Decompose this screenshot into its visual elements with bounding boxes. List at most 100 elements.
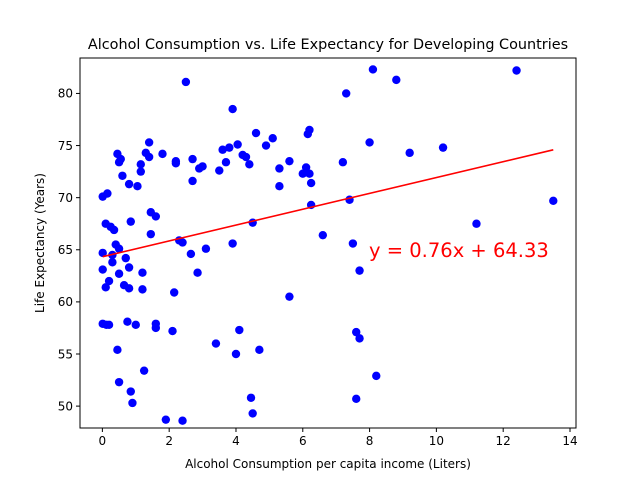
data-point-75 bbox=[241, 152, 251, 162]
data-point-65 bbox=[215, 166, 224, 175]
data-point-26 bbox=[124, 263, 134, 272]
plot-area-frame bbox=[79, 57, 577, 429]
data-point-72 bbox=[233, 140, 242, 149]
data-point-88 bbox=[298, 169, 307, 178]
data-point-57 bbox=[186, 249, 196, 259]
data-point-32 bbox=[131, 320, 140, 330]
data-point-8 bbox=[104, 320, 114, 330]
data-point-112 bbox=[549, 196, 558, 205]
data-point-91 bbox=[305, 169, 314, 178]
data-point-110 bbox=[472, 219, 481, 228]
data-point-49 bbox=[168, 326, 177, 336]
data-point-63 bbox=[201, 244, 211, 253]
x-tick-label-8: 8 bbox=[366, 434, 374, 448]
data-point-81 bbox=[255, 345, 264, 355]
x-tick-label-0: 0 bbox=[99, 434, 107, 448]
data-point-38 bbox=[139, 366, 149, 375]
chart-title: Alcohol Consumption vs. Life Expectancy … bbox=[88, 37, 568, 53]
data-point-0 bbox=[98, 248, 107, 258]
data-point-95 bbox=[318, 230, 328, 240]
data-point-28 bbox=[124, 179, 134, 189]
data-point-102 bbox=[355, 334, 364, 343]
data-point-85 bbox=[275, 164, 284, 173]
data-point-64 bbox=[211, 339, 221, 348]
data-point-9 bbox=[104, 276, 114, 286]
data-point-76 bbox=[245, 160, 254, 169]
data-point-83 bbox=[268, 134, 277, 143]
data-point-48 bbox=[161, 415, 171, 424]
y-axis: 50 55 60 65 70 75 80 bbox=[58, 87, 80, 413]
data-point-19 bbox=[114, 269, 124, 278]
data-point-25 bbox=[123, 317, 132, 326]
data-point-87 bbox=[285, 156, 294, 166]
x-tick-label-6: 6 bbox=[299, 434, 307, 448]
y-tick-label-70: 70 bbox=[58, 191, 73, 205]
data-point-106 bbox=[372, 371, 381, 381]
data-point-94 bbox=[306, 178, 316, 188]
data-point-7 bbox=[103, 189, 112, 198]
data-point-35 bbox=[136, 167, 145, 176]
data-point-97 bbox=[342, 89, 351, 98]
data-point-42 bbox=[146, 229, 156, 239]
data-point-15 bbox=[113, 345, 122, 355]
x-tick-label-10: 10 bbox=[429, 434, 444, 448]
data-point-82 bbox=[261, 141, 271, 150]
data-point-33 bbox=[133, 181, 142, 191]
data-point-111 bbox=[512, 66, 521, 75]
data-point-78 bbox=[248, 409, 257, 418]
y-tick-label-50: 50 bbox=[58, 399, 73, 413]
data-point-70 bbox=[228, 104, 237, 114]
data-point-108 bbox=[405, 148, 414, 158]
data-point-77 bbox=[246, 393, 256, 402]
regression-layer bbox=[102, 149, 554, 258]
data-point-21 bbox=[116, 154, 125, 164]
data-point-40 bbox=[144, 138, 154, 147]
data-point-100 bbox=[352, 327, 361, 337]
x-tick-label-4: 4 bbox=[232, 434, 240, 448]
y-tick-label-60: 60 bbox=[58, 295, 73, 309]
data-point-27 bbox=[124, 284, 134, 293]
x-tick-label-14: 14 bbox=[562, 434, 577, 448]
data-point-89 bbox=[301, 163, 311, 172]
data-point-31 bbox=[128, 398, 137, 408]
data-point-92 bbox=[305, 125, 314, 135]
x-tick-label-2: 2 bbox=[165, 434, 173, 448]
data-point-96 bbox=[338, 158, 348, 167]
data-point-58 bbox=[188, 154, 197, 164]
data-point-55 bbox=[178, 416, 187, 425]
data-points bbox=[98, 65, 558, 425]
data-point-47 bbox=[158, 149, 167, 159]
data-point-60 bbox=[193, 268, 202, 277]
data-point-52 bbox=[171, 156, 181, 166]
data-point-46 bbox=[151, 319, 161, 328]
data-point-67 bbox=[221, 158, 231, 167]
data-point-66 bbox=[218, 145, 227, 154]
data-point-29 bbox=[126, 217, 135, 226]
data-point-62 bbox=[198, 162, 207, 171]
data-point-71 bbox=[231, 349, 241, 359]
data-point-12 bbox=[108, 258, 117, 267]
y-tick-label-65: 65 bbox=[58, 243, 73, 257]
data-point-1 bbox=[98, 265, 107, 274]
data-point-59 bbox=[188, 176, 197, 186]
y-tick-label-75: 75 bbox=[58, 139, 73, 153]
data-point-54 bbox=[178, 238, 187, 247]
regression-equation: y = 0.76x + 64.33 bbox=[369, 239, 549, 262]
data-point-34 bbox=[136, 160, 145, 169]
data-point-5 bbox=[101, 283, 110, 292]
data-point-18 bbox=[114, 244, 124, 253]
data-point-86 bbox=[285, 292, 294, 301]
data-point-36 bbox=[138, 268, 147, 277]
data-point-24 bbox=[121, 253, 130, 263]
y-axis-label: Life Expectancy (Years) bbox=[33, 173, 47, 313]
data-point-20 bbox=[114, 377, 124, 387]
data-point-80 bbox=[251, 128, 261, 138]
data-point-30 bbox=[126, 387, 135, 396]
data-point-101 bbox=[352, 394, 361, 404]
data-point-105 bbox=[368, 65, 378, 74]
data-point-50 bbox=[169, 288, 179, 297]
data-point-103 bbox=[355, 266, 364, 275]
data-point-13 bbox=[109, 225, 119, 235]
data-point-69 bbox=[228, 239, 237, 248]
